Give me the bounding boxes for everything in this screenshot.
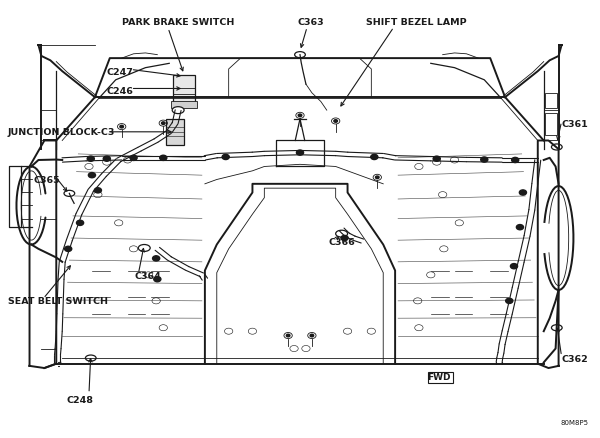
Circle shape bbox=[506, 299, 513, 304]
Circle shape bbox=[511, 264, 518, 269]
Text: C365: C365 bbox=[34, 176, 61, 184]
Text: C246: C246 bbox=[107, 87, 134, 96]
Ellipse shape bbox=[335, 231, 347, 237]
Ellipse shape bbox=[139, 245, 150, 252]
Circle shape bbox=[130, 156, 137, 161]
Ellipse shape bbox=[85, 355, 96, 361]
Ellipse shape bbox=[295, 53, 305, 59]
Circle shape bbox=[103, 157, 110, 162]
Text: C362: C362 bbox=[562, 354, 589, 363]
Text: C247: C247 bbox=[107, 67, 134, 77]
Bar bbox=[428, 372, 453, 383]
Ellipse shape bbox=[64, 191, 75, 197]
Circle shape bbox=[481, 158, 488, 163]
Circle shape bbox=[334, 120, 337, 123]
Circle shape bbox=[154, 277, 161, 282]
Text: C366: C366 bbox=[329, 237, 355, 246]
Circle shape bbox=[376, 177, 379, 179]
Text: C361: C361 bbox=[562, 120, 589, 128]
Text: C248: C248 bbox=[67, 395, 94, 404]
Circle shape bbox=[152, 256, 160, 261]
Bar bbox=[545, 113, 557, 136]
Circle shape bbox=[371, 155, 378, 160]
Ellipse shape bbox=[551, 145, 562, 151]
Circle shape bbox=[296, 151, 304, 156]
Circle shape bbox=[65, 247, 72, 252]
Circle shape bbox=[341, 236, 348, 241]
Text: 80M8P5: 80M8P5 bbox=[560, 419, 589, 425]
Text: FWD: FWD bbox=[427, 372, 451, 381]
Circle shape bbox=[222, 155, 229, 160]
Circle shape bbox=[120, 126, 124, 129]
Circle shape bbox=[161, 123, 165, 125]
Circle shape bbox=[87, 157, 94, 162]
Circle shape bbox=[512, 158, 519, 163]
Circle shape bbox=[310, 335, 314, 337]
Ellipse shape bbox=[551, 325, 562, 331]
Circle shape bbox=[517, 225, 524, 230]
Circle shape bbox=[94, 188, 101, 194]
Text: PARK BRAKE SWITCH: PARK BRAKE SWITCH bbox=[122, 18, 235, 27]
Text: C364: C364 bbox=[135, 272, 161, 281]
Circle shape bbox=[286, 335, 290, 337]
Circle shape bbox=[160, 156, 167, 161]
Circle shape bbox=[433, 157, 440, 162]
Bar bbox=[166, 120, 184, 145]
Text: SHIFT BEZEL LAMP: SHIFT BEZEL LAMP bbox=[365, 18, 466, 27]
Bar bbox=[173, 76, 195, 103]
Text: SEAT BELT SWITCH: SEAT BELT SWITCH bbox=[8, 297, 107, 306]
Bar bbox=[545, 94, 557, 109]
Text: JUNCTION BLOCK-C3: JUNCTION BLOCK-C3 bbox=[8, 128, 115, 137]
Circle shape bbox=[520, 191, 526, 196]
Circle shape bbox=[88, 173, 95, 178]
Bar bbox=[171, 102, 197, 109]
Circle shape bbox=[76, 221, 83, 226]
Circle shape bbox=[298, 115, 302, 117]
Text: C363: C363 bbox=[298, 18, 324, 27]
Ellipse shape bbox=[172, 107, 184, 114]
